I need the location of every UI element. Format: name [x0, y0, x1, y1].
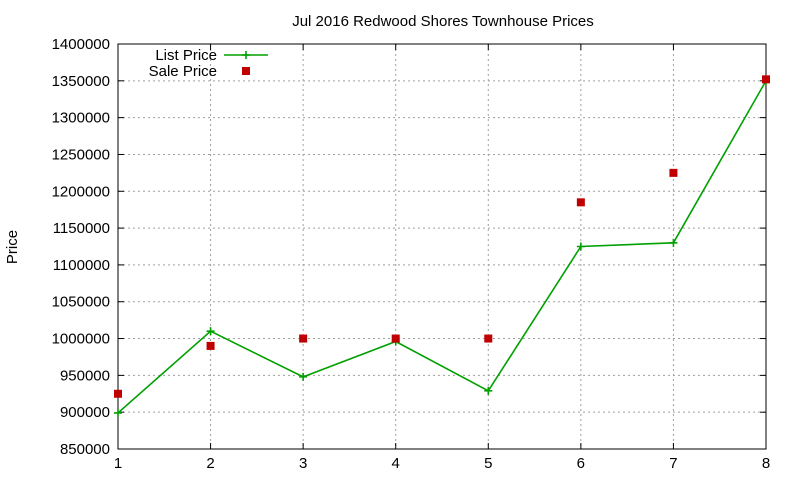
- x-tick-label: 6: [577, 455, 585, 472]
- axes: [117, 43, 767, 450]
- y-tick-label: 1350000: [52, 73, 110, 90]
- x-tick-label: 7: [669, 455, 677, 472]
- y-tick-label: 1100000: [53, 257, 110, 274]
- list-price-point: [484, 386, 493, 395]
- sale-price-point: [299, 334, 308, 343]
- sale-price-point: [576, 198, 585, 207]
- plot-frame: [117, 43, 767, 450]
- sale-price-point: [391, 334, 400, 343]
- chart-title: Jul 2016 Redwood Shores Townhouse Prices: [292, 13, 594, 30]
- y-tick-label: 900000: [60, 404, 110, 421]
- list-price-point: [669, 238, 678, 247]
- list-price-point: [299, 372, 308, 381]
- y-axis-label: Price: [4, 230, 21, 264]
- y-tick-label: 1000000: [52, 331, 110, 348]
- y-tick-label: 1150000: [53, 220, 110, 237]
- legend-sample-list-price-marker: [242, 51, 250, 59]
- sale-price-point: [114, 389, 122, 398]
- legend-label-list-price: List Price: [155, 47, 217, 64]
- sale-price-point: [762, 75, 770, 84]
- y-tick-label: 1250000: [52, 146, 110, 163]
- list-price-point: [206, 327, 215, 336]
- x-tick-label: 1: [114, 455, 122, 472]
- x-tick-label: 5: [484, 455, 492, 472]
- x-tick-label: 2: [206, 455, 214, 472]
- y-tick-label: 1400000: [52, 36, 110, 53]
- sale-price-point: [206, 341, 215, 350]
- y-tick-label: 1200000: [52, 183, 110, 200]
- x-tick-label: 8: [762, 455, 770, 472]
- grid: [118, 44, 766, 449]
- series: [114, 75, 770, 417]
- legend-sample-sale-price-marker: [242, 67, 250, 75]
- list-price-point: [114, 408, 122, 417]
- y-tick-label: 850000: [60, 441, 110, 458]
- x-tick-label: 3: [299, 455, 307, 472]
- list-price-point: [576, 242, 585, 251]
- sale-price-point: [669, 168, 678, 177]
- x-tick-label: 4: [392, 455, 400, 472]
- y-tick-label: 950000: [60, 367, 110, 384]
- legend-label-sale-price: Sale Price: [149, 63, 217, 80]
- tick-labels: 1 2 3 4 5 6 7 8 850000 900000 950000 1000000 1050000…: [52, 36, 771, 472]
- y-tick-label: 1300000: [52, 110, 110, 127]
- sale-price-point: [484, 334, 493, 343]
- series-line-list-price: [117, 80, 767, 414]
- y-tick-label: 1050000: [52, 294, 110, 311]
